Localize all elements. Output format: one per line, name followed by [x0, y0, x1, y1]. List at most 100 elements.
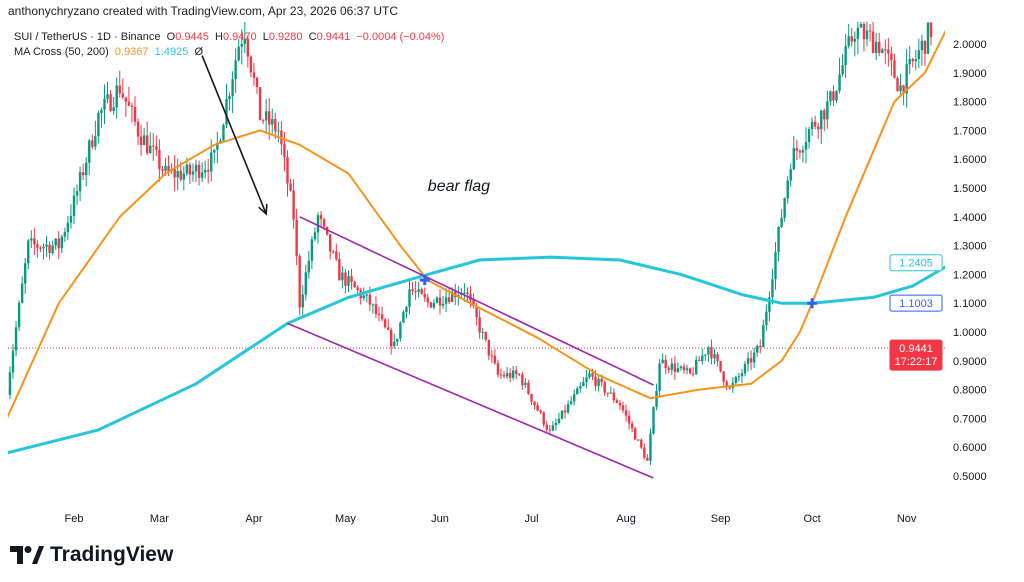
candle-down [350, 276, 353, 282]
candle-up [304, 272, 307, 295]
candle-down [36, 244, 39, 248]
candle-down [292, 190, 295, 220]
candle-down [536, 405, 539, 411]
candle-down [521, 374, 524, 386]
candle-up [444, 297, 448, 304]
chart-credit: anthonychryzano created with TradingView… [8, 4, 399, 18]
candle-up [847, 36, 850, 47]
channel-lower-line [287, 322, 654, 479]
candle-up [45, 244, 48, 247]
candle-up [844, 46, 847, 66]
candle-up [597, 378, 600, 387]
candle-down [640, 439, 643, 448]
candle-up [826, 101, 829, 120]
candle-up [176, 170, 179, 178]
candle-down [353, 281, 356, 288]
candle-up [658, 363, 661, 391]
candle-down [158, 149, 161, 170]
candle-up [914, 59, 917, 62]
candle-up [347, 276, 350, 286]
tradingview-logo: TradingView [10, 543, 173, 567]
candle-up [774, 252, 777, 280]
candle-down [893, 60, 896, 78]
candle-down [871, 31, 875, 54]
candle-up [240, 43, 243, 47]
candle-up [277, 130, 280, 132]
logo-text: TradingView [50, 543, 174, 566]
y-tick-label: 1.8000 [953, 97, 987, 109]
candle-up [865, 30, 869, 40]
candle-up [200, 172, 204, 178]
candle-down [691, 373, 695, 375]
x-tick-label: Jul [524, 513, 538, 525]
candle-up [307, 260, 311, 273]
ma50-value: 0.9367 [114, 46, 149, 58]
candle-down [39, 247, 42, 249]
candle-down [329, 234, 332, 252]
candle-down [667, 368, 670, 370]
candle-up [237, 46, 240, 61]
candle-down [344, 272, 347, 286]
candle-down [261, 120, 265, 122]
candle-down [420, 289, 423, 295]
candle-down [688, 368, 692, 374]
candle-down [606, 392, 609, 394]
candle-down [121, 93, 124, 98]
candle-up [11, 350, 15, 373]
candle-up [231, 79, 234, 96]
candle-up [792, 148, 795, 170]
candle-down [139, 136, 143, 145]
candle-down [539, 410, 542, 413]
candle-up [743, 363, 747, 374]
y-tick-label: 0.6000 [953, 442, 987, 454]
candle-up [756, 345, 759, 353]
indicator-name[interactable]: MA Cross (50, 200) [14, 46, 109, 58]
candle-down [862, 23, 866, 40]
candle-down [817, 126, 820, 130]
candle-up [51, 245, 54, 254]
candle-up [576, 388, 579, 395]
indicator-row: MA Cross (50, 200) 0.9367 1.4925 Ø [14, 45, 444, 60]
candle-up [676, 368, 680, 372]
y-tick-label: 1.9000 [953, 68, 987, 80]
candle-up [585, 377, 588, 383]
candle-up [441, 303, 445, 306]
candle-up [365, 294, 368, 296]
candle-down [268, 111, 271, 125]
candle-up [69, 215, 73, 223]
candle-up [399, 322, 402, 339]
candle-up [271, 118, 274, 125]
candle-down [188, 164, 192, 175]
candle-up [737, 376, 741, 378]
candle-down [823, 110, 826, 120]
candle-up [103, 98, 106, 110]
candle-up [701, 355, 704, 362]
candle-up [60, 236, 63, 249]
candle-down [759, 345, 762, 348]
candle-up [740, 373, 744, 377]
candle-down [322, 219, 326, 227]
candle-up [210, 152, 213, 172]
candle-down [118, 85, 121, 94]
candle-down [295, 219, 298, 257]
symbol-name[interactable]: SUI / TetherUS · 1D · Binance [14, 31, 161, 43]
candle-down [719, 360, 722, 372]
candle-down [130, 105, 134, 107]
candle-down [286, 157, 289, 184]
candle-up [164, 165, 167, 171]
candle-up [203, 170, 207, 173]
eye-icon[interactable]: Ø [194, 46, 204, 58]
candle-up [713, 354, 716, 359]
x-tick-label: Feb [65, 513, 84, 525]
candle-up [408, 289, 411, 307]
candle-up [582, 382, 585, 387]
candle-up [310, 239, 314, 261]
candle-up [573, 394, 576, 402]
candle-down [600, 378, 603, 383]
y-tick-label: 1.3000 [953, 241, 987, 253]
candle-down [33, 238, 36, 245]
candle-up [463, 292, 466, 294]
y-tick-label: 1.6000 [953, 154, 987, 166]
candle-down [911, 58, 914, 62]
